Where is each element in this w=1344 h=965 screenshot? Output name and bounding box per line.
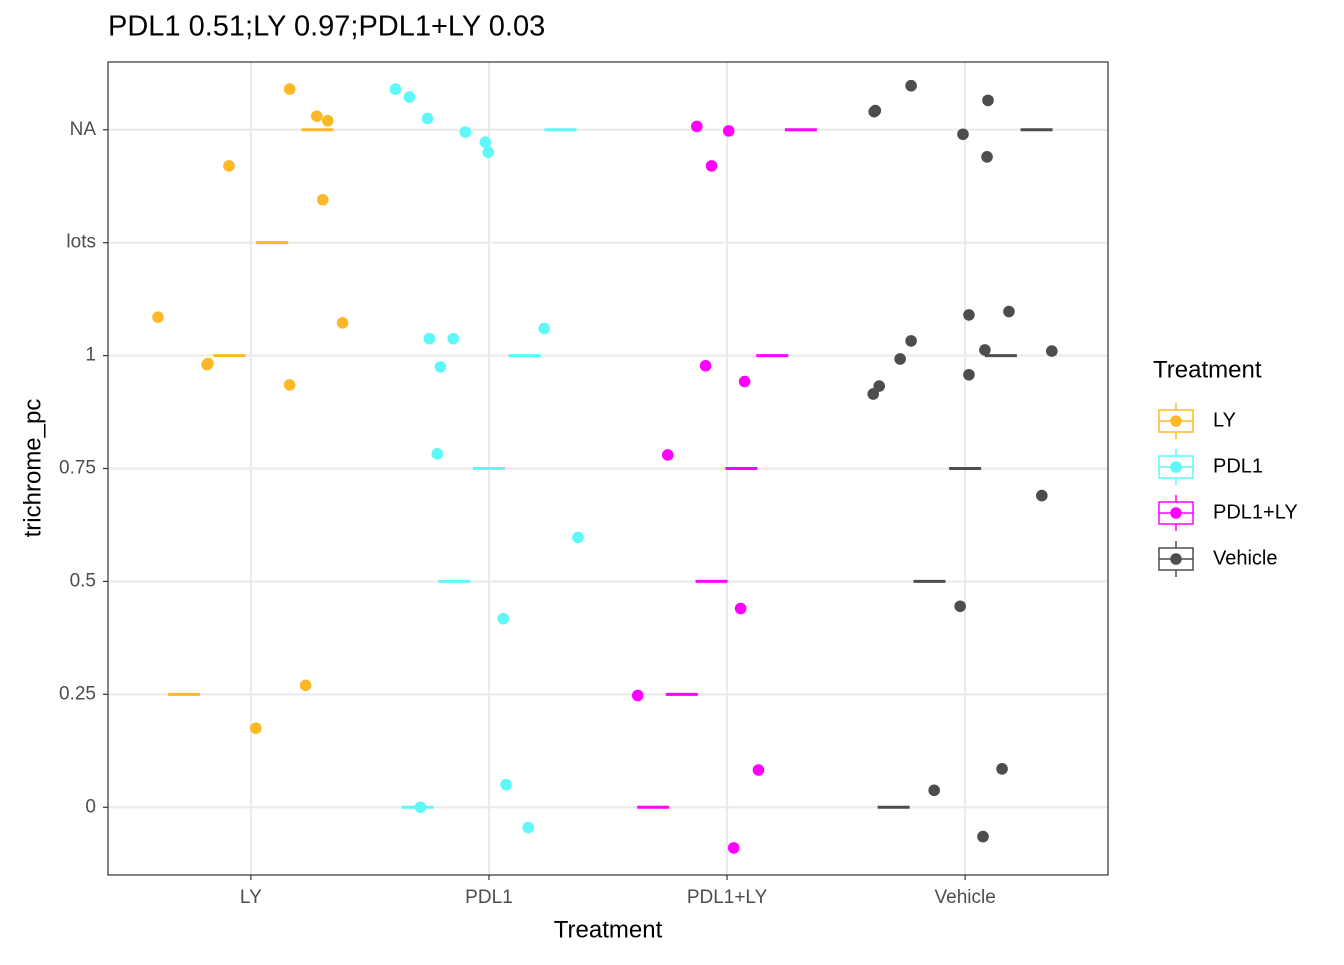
- point: [963, 309, 975, 321]
- point: [867, 388, 880, 400]
- point: [982, 94, 994, 107]
- point: [538, 322, 550, 335]
- point: [316, 193, 329, 206]
- legend-point: [1170, 553, 1182, 565]
- point: [868, 105, 880, 118]
- point: [738, 375, 751, 388]
- legend-label: PDL1+LY: [1213, 501, 1298, 523]
- point: [894, 353, 906, 365]
- point: [996, 763, 1008, 775]
- point: [1003, 305, 1015, 318]
- point: [734, 602, 747, 615]
- point: [223, 160, 235, 172]
- legend-point: [1170, 415, 1182, 427]
- point: [691, 120, 703, 133]
- point: [434, 361, 447, 373]
- y-axis-title: trichrome_pc: [19, 399, 46, 538]
- point: [201, 358, 213, 371]
- y-tick-label: 0.75: [59, 458, 96, 479]
- point: [752, 764, 765, 776]
- point: [250, 722, 262, 735]
- panel-border: [107, 61, 1109, 876]
- point: [979, 344, 991, 356]
- point: [705, 160, 718, 172]
- point: [321, 114, 334, 127]
- x-tick-label: PDL1: [465, 887, 513, 908]
- x-tick-label: Vehicle: [935, 887, 996, 908]
- point: [1036, 489, 1048, 502]
- point: [1046, 345, 1058, 357]
- point: [699, 359, 712, 372]
- legend-label: Vehicle: [1213, 547, 1278, 569]
- point: [873, 380, 885, 392]
- point: [152, 311, 164, 323]
- legend-label: PDL1: [1213, 455, 1263, 477]
- y-tick-label: 0: [85, 796, 96, 817]
- point: [283, 83, 296, 95]
- point: [981, 151, 993, 163]
- point: [661, 449, 674, 461]
- point: [722, 125, 735, 137]
- point: [631, 689, 644, 702]
- point: [572, 531, 584, 544]
- point: [977, 830, 989, 843]
- point: [423, 332, 436, 345]
- point: [522, 821, 535, 834]
- point: [482, 146, 495, 159]
- y-tick-label: 0.5: [70, 570, 96, 591]
- point: [403, 91, 416, 103]
- x-tick-label: LY: [240, 887, 262, 908]
- point: [447, 332, 460, 345]
- y-tick-label: 0.25: [59, 683, 96, 704]
- x-axis-title: Treatment: [554, 916, 663, 943]
- point: [389, 83, 402, 95]
- point: [414, 801, 427, 814]
- legend-title: Treatment: [1153, 356, 1262, 383]
- y-tick-label: 1: [85, 345, 96, 366]
- y-tick-label: lots: [66, 232, 96, 253]
- y-tick-label: NA: [70, 119, 97, 140]
- legend-point: [1170, 507, 1182, 519]
- point: [299, 679, 312, 692]
- chart-title: PDL1 0.51;LY 0.97;PDL1+LY 0.03: [108, 11, 545, 43]
- point: [431, 448, 444, 460]
- point: [928, 784, 940, 797]
- legend-point: [1170, 461, 1182, 473]
- point: [283, 379, 296, 391]
- point: [954, 600, 966, 613]
- point: [497, 612, 510, 625]
- point: [957, 128, 969, 141]
- point: [311, 110, 323, 122]
- point: [479, 136, 492, 148]
- point: [905, 335, 917, 347]
- point: [500, 778, 512, 791]
- point: [336, 317, 349, 329]
- point: [459, 126, 472, 138]
- point: [905, 79, 917, 92]
- legend-label: LY: [1213, 409, 1236, 431]
- point: [963, 368, 975, 381]
- point: [421, 112, 434, 125]
- point: [727, 842, 740, 854]
- x-tick-label: PDL1+LY: [687, 887, 768, 908]
